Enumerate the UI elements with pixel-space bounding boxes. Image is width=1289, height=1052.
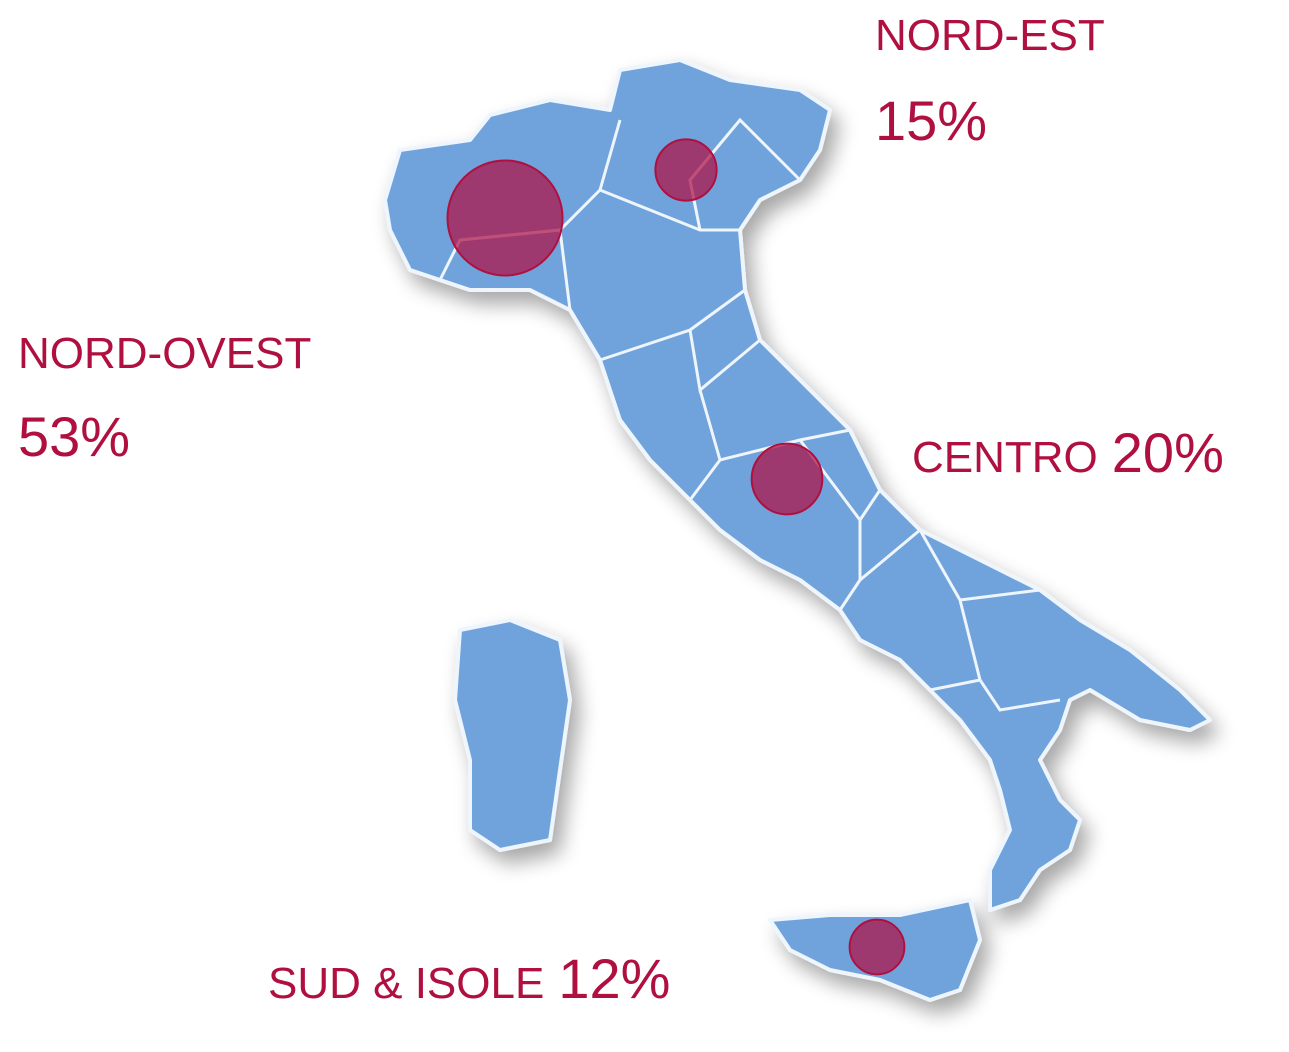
region-name: SUD & ISOLE: [268, 959, 544, 1008]
region-percent: 53%: [18, 405, 130, 468]
region-percent: 12%: [558, 947, 670, 1010]
region-name: CENTRO: [912, 433, 1098, 482]
region-borders: [438, 117, 1061, 712]
labels: NORD-EST 15% NORD-OVEST 53% CENTRO 20% SU…: [18, 11, 1224, 1010]
bubble: [750, 442, 824, 516]
region-name: NORD-OVEST: [18, 329, 311, 378]
region-label: SUD & ISOLE 12%: [268, 947, 670, 1010]
bubble: [848, 918, 906, 976]
bubble: [654, 138, 718, 202]
bubbles: [446, 138, 906, 976]
bubble: [446, 159, 564, 277]
region-label: CENTRO 20%: [912, 421, 1224, 484]
sardinia: [453, 618, 572, 852]
region-name: NORD-EST: [875, 11, 1105, 60]
region-percent: 15%: [875, 89, 987, 152]
region-percent: 20%: [1112, 421, 1224, 484]
